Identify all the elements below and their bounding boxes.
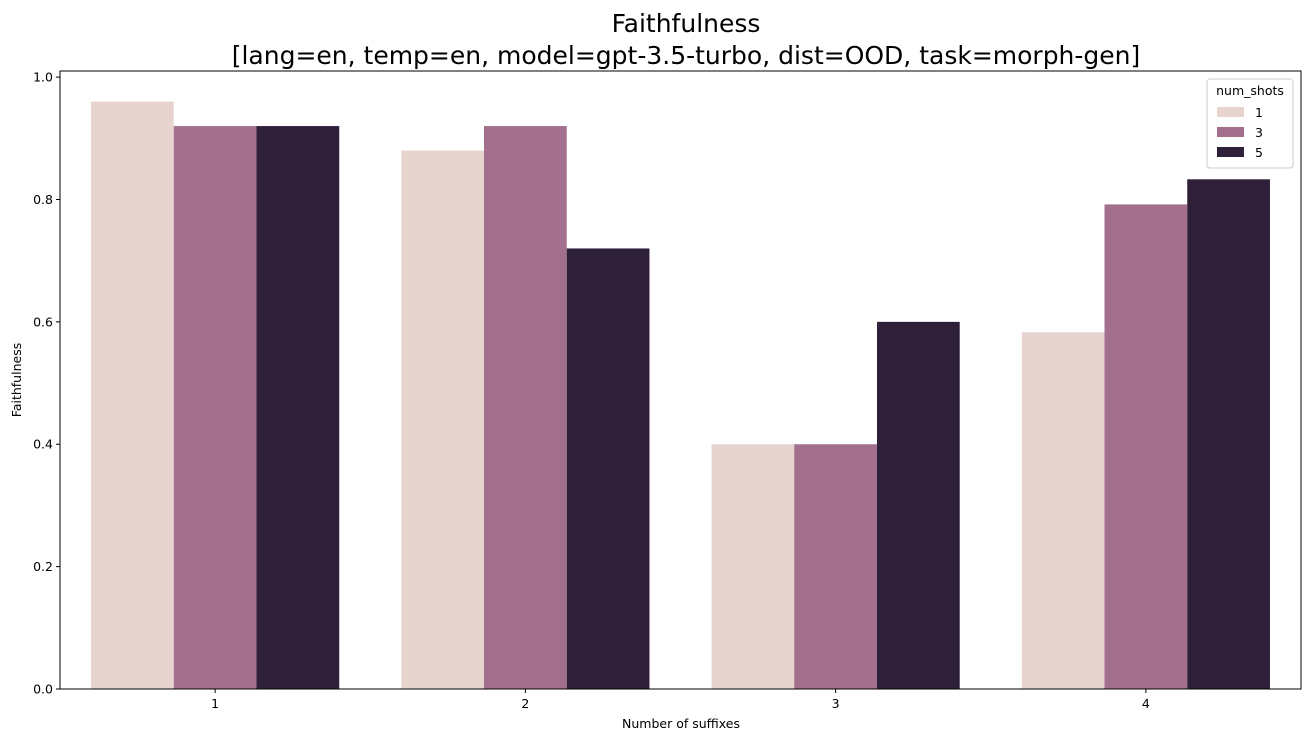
bar-cat3-shots3 bbox=[794, 444, 877, 689]
y-tick-label: 0.6 bbox=[33, 314, 53, 329]
plot-frame bbox=[59, 70, 1302, 690]
x-tick-label: 4 bbox=[1142, 696, 1150, 711]
x-tick-label: 1 bbox=[211, 696, 219, 711]
chart-subtitle: [lang=en, temp=en, model=gpt-3.5-turbo, … bbox=[232, 41, 1141, 70]
bar-cat4-shots1 bbox=[1021, 332, 1105, 689]
legend-frame bbox=[1206, 78, 1294, 169]
bar-cat2-shots3 bbox=[484, 126, 567, 689]
y-tick-label: 0.4 bbox=[33, 437, 53, 452]
bar-cat1-shots5 bbox=[256, 126, 340, 689]
legend-title: num_shots bbox=[1216, 83, 1284, 98]
legend-label-1: 1 bbox=[1255, 105, 1263, 120]
bar-cat4-shots3 bbox=[1104, 204, 1188, 689]
bar-cat4-shots5 bbox=[1187, 179, 1270, 689]
bar-cat2-shots1 bbox=[401, 150, 485, 689]
chart-title: Faithfulness bbox=[612, 9, 761, 38]
bar-cat3-shots5 bbox=[876, 321, 960, 689]
y-axis: 0.0 0.2 0.4 0.6 0.8 1.0 bbox=[33, 70, 60, 697]
y-tick-label: 1.0 bbox=[33, 70, 53, 85]
y-tick-label: 0.8 bbox=[33, 192, 53, 207]
legend: num_shots 1 3 5 bbox=[1206, 78, 1294, 169]
x-axis-label: Number of suffixes bbox=[622, 716, 740, 731]
y-tick-label: 0.0 bbox=[33, 682, 53, 697]
legend-swatch-3 bbox=[1217, 127, 1244, 137]
x-tick-label: 2 bbox=[521, 696, 529, 711]
bar-cat1-shots3 bbox=[173, 126, 257, 689]
y-axis-label: Faithfulness bbox=[9, 343, 24, 417]
y-tick-label: 0.2 bbox=[33, 559, 53, 574]
bars-group bbox=[91, 101, 1270, 690]
legend-label-5: 5 bbox=[1255, 145, 1263, 160]
x-axis: 1 2 3 4 bbox=[211, 689, 1150, 711]
legend-swatch-1 bbox=[1217, 107, 1244, 117]
x-tick-label: 3 bbox=[832, 696, 840, 711]
legend-swatch-5 bbox=[1217, 147, 1244, 157]
legend-label-3: 3 bbox=[1255, 125, 1263, 140]
bar-cat1-shots1 bbox=[91, 101, 174, 690]
bar-cat3-shots1 bbox=[711, 444, 795, 689]
bar-cat2-shots5 bbox=[566, 248, 650, 689]
